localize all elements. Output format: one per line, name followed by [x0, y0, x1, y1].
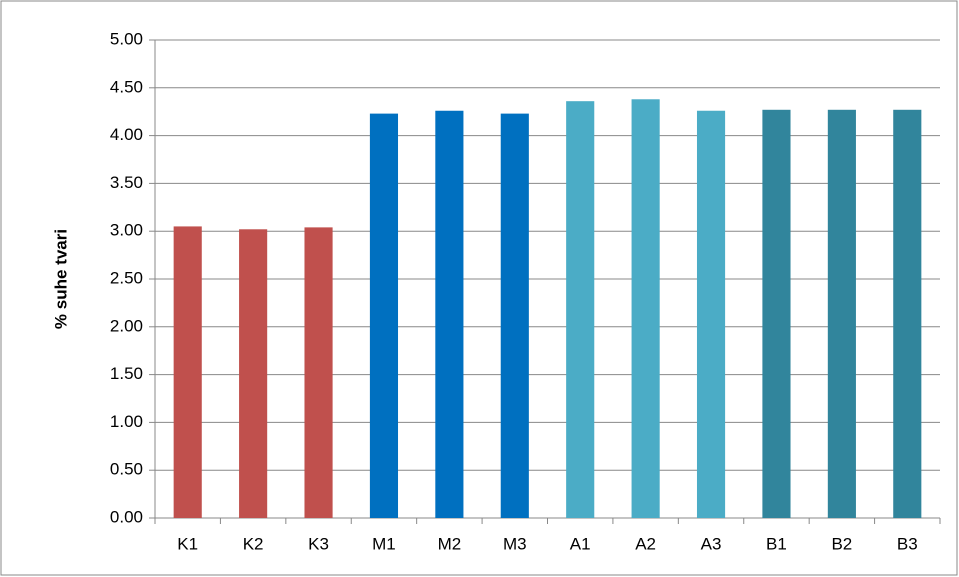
y-tick-label: 3.00	[110, 221, 143, 240]
bar	[369, 113, 399, 518]
y-axis-label: % suhe tvari	[51, 229, 70, 329]
bar	[435, 110, 464, 518]
y-tick-label: 2.50	[110, 268, 143, 287]
x-tick-label: B2	[831, 534, 852, 553]
y-tick-label: 2.00	[110, 316, 143, 335]
y-tick-label: 0.00	[110, 507, 143, 526]
x-tick-label: M1	[372, 534, 396, 553]
bar	[500, 113, 529, 518]
bar	[566, 101, 595, 519]
y-tick-label: 1.50	[110, 364, 143, 383]
x-tick-label: K2	[243, 534, 264, 553]
bar	[893, 109, 922, 519]
bar	[173, 226, 202, 519]
y-tick-label: 3.50	[110, 173, 143, 192]
x-tick-label: A1	[570, 534, 591, 553]
bar	[304, 227, 333, 518]
x-tick-label: M2	[438, 534, 462, 553]
y-tick-label: 4.50	[110, 77, 143, 96]
x-tick-label: A2	[635, 534, 656, 553]
y-tick-label: 5.00	[110, 29, 143, 48]
y-tick-label: 0.50	[110, 460, 143, 479]
x-tick-label: K1	[177, 534, 198, 553]
bar	[762, 109, 791, 519]
x-tick-label: M3	[503, 534, 527, 553]
bar	[827, 109, 856, 519]
x-tick-label: B1	[766, 534, 787, 553]
bar	[696, 110, 726, 518]
y-tick-label: 1.00	[110, 412, 143, 431]
bar	[239, 229, 268, 518]
x-tick-label: K3	[308, 534, 329, 553]
y-tick-label: 4.00	[110, 125, 143, 144]
bar	[631, 99, 660, 518]
x-tick-label: A3	[701, 534, 722, 553]
x-tick-label: B3	[897, 534, 918, 553]
